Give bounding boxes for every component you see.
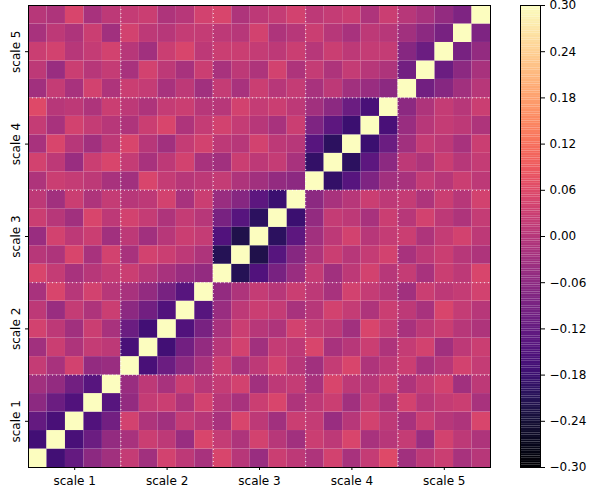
svg-text:0.06: 0.06 [550, 183, 577, 197]
svg-text:scale 2: scale 2 [9, 308, 23, 350]
svg-text:0.24: 0.24 [550, 45, 577, 59]
svg-text:0.18: 0.18 [550, 91, 577, 105]
svg-text:0.12: 0.12 [550, 137, 577, 151]
svg-text:scale 1: scale 1 [54, 474, 96, 486]
svg-text:−0.18: −0.18 [550, 368, 587, 382]
svg-text:scale 3: scale 3 [238, 474, 280, 486]
svg-text:−0.24: −0.24 [550, 414, 587, 428]
svg-text:scale 5: scale 5 [423, 474, 465, 486]
svg-text:−0.30: −0.30 [550, 460, 587, 474]
svg-text:scale 2: scale 2 [146, 474, 188, 486]
svg-text:scale 3: scale 3 [9, 215, 23, 257]
svg-text:0.00: 0.00 [550, 229, 577, 243]
svg-text:scale 4: scale 4 [331, 474, 373, 486]
svg-text:0.30: 0.30 [550, 0, 577, 12]
svg-text:−0.12: −0.12 [550, 322, 587, 336]
svg-text:scale 1: scale 1 [9, 400, 23, 442]
svg-text:scale 5: scale 5 [9, 31, 23, 73]
svg-text:scale 4: scale 4 [9, 123, 23, 165]
svg-text:−0.06: −0.06 [550, 276, 587, 290]
